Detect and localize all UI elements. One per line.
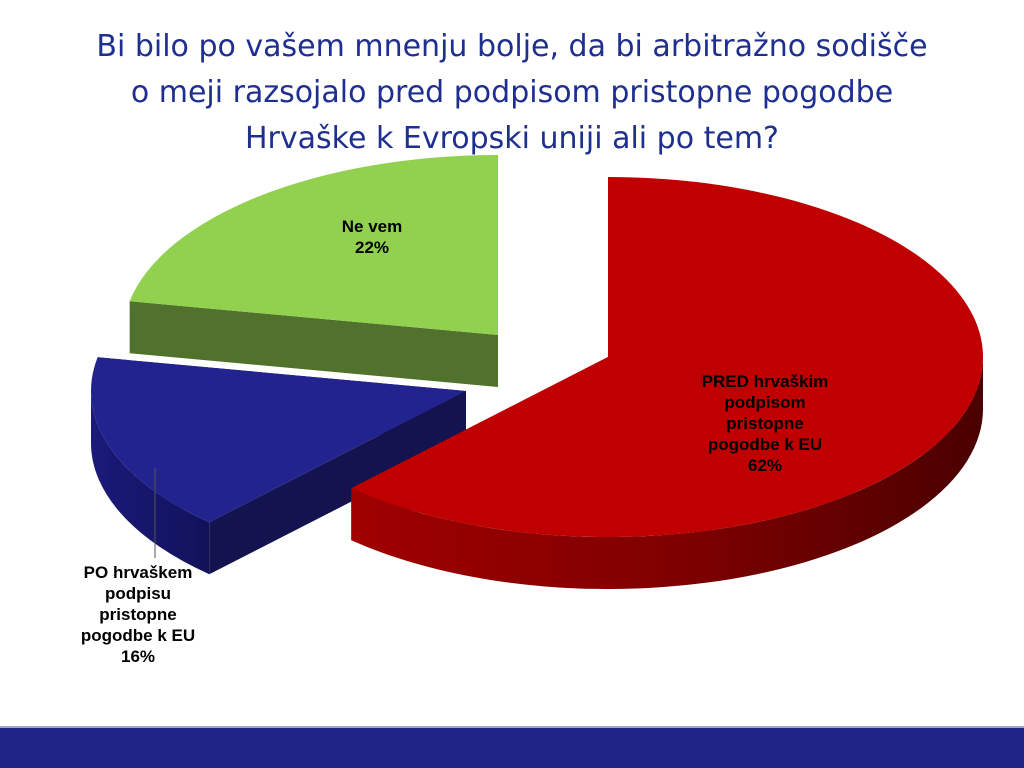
slide-title: Bi bilo po vašem mnenju bolje, da bi arb… bbox=[40, 24, 984, 162]
slice-pred-label-line: pristopne bbox=[726, 414, 803, 433]
slice-pred-label: PRED hrvaškim podpisom pristopne pogodbe k … bbox=[702, 372, 829, 475]
slice-po-top bbox=[91, 357, 466, 523]
slice-po-label: PO hrvaškem podpisu pristopne pogodbe k EU 1… bbox=[81, 563, 195, 666]
slice-pred bbox=[351, 177, 984, 590]
slice-ne-vem-top bbox=[129, 154, 499, 335]
slice-pred-label-line: PRED hrvaškim bbox=[702, 372, 829, 391]
slice-ne-vem bbox=[129, 154, 499, 387]
slice-ne-vem-label-line: Ne vem bbox=[342, 217, 402, 236]
slice-po-percent: 16% bbox=[121, 647, 155, 666]
slice-ne-vem-label: Ne vem 22% bbox=[342, 217, 402, 257]
slice-pred-label-line: pogodbe k EU bbox=[708, 435, 822, 454]
slice-ne-vem-cut-face-1 bbox=[129, 301, 499, 387]
slice-pred-label-line: podpisom bbox=[724, 393, 805, 412]
slice-po-label-line: pristopne bbox=[99, 605, 176, 624]
slice-po-label-line: PO hrvaškem bbox=[84, 563, 193, 582]
footer-bar bbox=[0, 726, 1024, 768]
pie-slices bbox=[91, 154, 984, 590]
slice-po-label-line: podpisu bbox=[105, 584, 171, 603]
slice-ne-vem-percent: 22% bbox=[355, 238, 389, 257]
slice-pred-percent: 62% bbox=[748, 456, 782, 475]
slice-pred-top bbox=[351, 177, 984, 537]
slice-po-label-line: pogodbe k EU bbox=[81, 626, 195, 645]
slice-po bbox=[91, 357, 467, 575]
pie-labels: PRED hrvaškim podpisom pristopne pogodbe k … bbox=[81, 217, 828, 666]
slice-pred-side bbox=[351, 357, 984, 590]
slice-po-side bbox=[91, 391, 210, 575]
title-line-2: o meji razsojalo pred podpisom pristopne… bbox=[130, 75, 894, 110]
title-line-1: Bi bilo po vašem mnenju bolje, da bi arb… bbox=[96, 29, 928, 64]
title-line-3: Hrvaške k Evropski uniji ali po tem? bbox=[245, 121, 779, 156]
